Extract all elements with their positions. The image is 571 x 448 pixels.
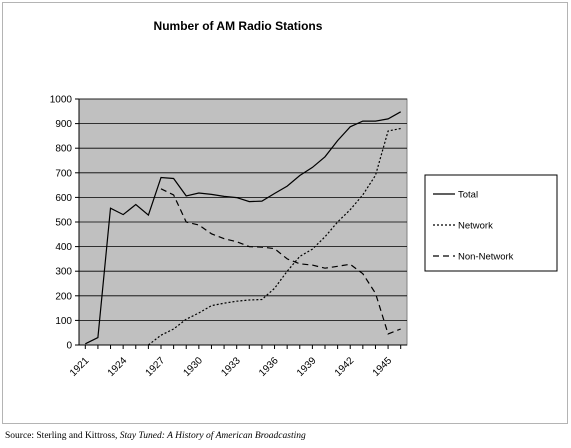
y-tick-label-100: 100: [55, 316, 72, 327]
y-tick-label-900: 900: [55, 119, 72, 130]
x-tick-label-1930: 1930: [181, 355, 205, 379]
y-tick-label-600: 600: [55, 193, 72, 204]
legend-label-non-network: Non-Network: [458, 252, 514, 263]
series-line-total: [85, 111, 401, 345]
legend-box: [424, 174, 558, 272]
y-tick-label-200: 200: [55, 291, 72, 302]
x-tick-label-1942: 1942: [333, 355, 357, 379]
series-line-non-network: [160, 188, 401, 335]
legend-label-total: Total: [458, 190, 478, 201]
y-tick-label-400: 400: [55, 242, 72, 253]
x-tick-label-1945: 1945: [371, 355, 395, 379]
y-tick-label-0: 0: [66, 341, 72, 352]
x-tick-label-1939: 1939: [295, 355, 319, 379]
y-tick-label-700: 700: [55, 168, 72, 179]
y-tick-label-800: 800: [55, 144, 72, 155]
series-line-network: [148, 127, 401, 346]
chart-title: Number of AM Radio Stations: [153, 19, 323, 33]
y-tick-label-1000: 1000: [50, 95, 73, 106]
x-tick-label-1921: 1921: [68, 355, 92, 379]
legend-label-network: Network: [458, 221, 493, 232]
line-chart: 0 100 200 300 400 500 600 700 800 900 1000 1921 1924…: [50, 95, 558, 379]
x-tick-label-1924: 1924: [106, 355, 130, 379]
x-tick-label-1936: 1936: [257, 355, 281, 379]
y-tick-label-300: 300: [55, 267, 72, 278]
chart-area: Number of AM Radio Stations 0 100 200 300 40…: [2, 2, 568, 424]
source-caption: Source: Sterling and Kittross, Stay Tune…: [5, 431, 306, 441]
x-tick-label-1927: 1927: [144, 355, 168, 379]
x-tick-label-1933: 1933: [219, 355, 243, 379]
source-title: Stay Tuned: A History of American Broadc…: [119, 431, 306, 441]
y-tick-label-500: 500: [55, 218, 72, 229]
source-prefix: Source: Sterling and Kittross,: [5, 431, 120, 441]
